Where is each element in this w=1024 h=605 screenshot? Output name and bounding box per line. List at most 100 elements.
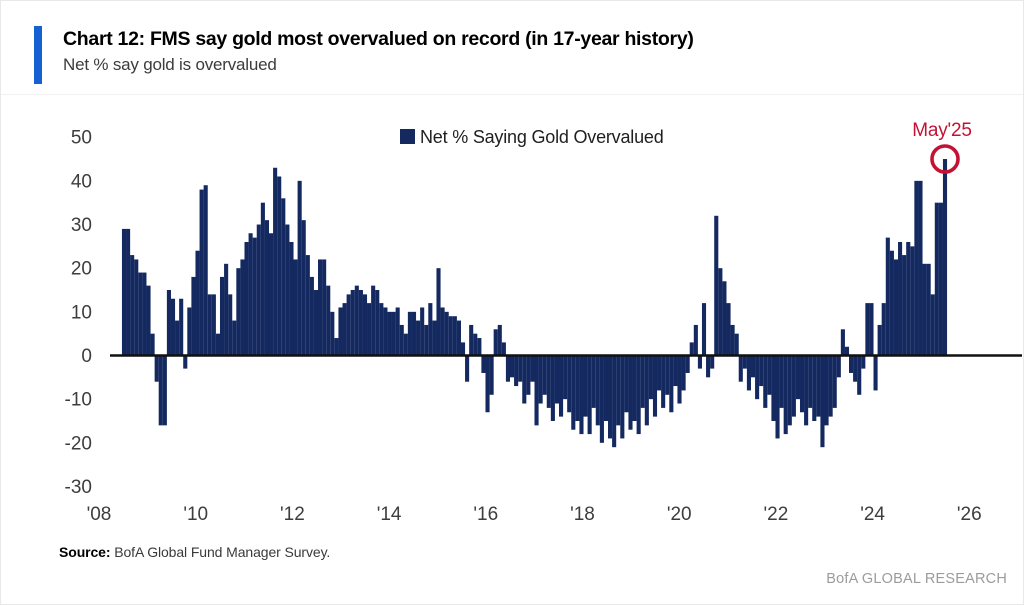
bar bbox=[330, 311, 335, 356]
bar bbox=[313, 290, 319, 356]
bar bbox=[926, 263, 931, 356]
bar bbox=[228, 294, 233, 356]
bar bbox=[514, 355, 519, 387]
bar bbox=[142, 272, 147, 356]
bar bbox=[783, 355, 788, 435]
bar bbox=[236, 268, 241, 356]
bar bbox=[162, 355, 167, 426]
bar bbox=[714, 215, 719, 356]
bar bbox=[567, 355, 572, 413]
bar bbox=[812, 355, 817, 421]
bar bbox=[624, 355, 629, 413]
x-tick-label: '14 bbox=[377, 504, 402, 525]
bar bbox=[795, 355, 801, 400]
bar bbox=[804, 355, 809, 426]
bar bbox=[836, 355, 841, 378]
y-tick-label: -30 bbox=[65, 477, 92, 498]
y-tick-label: -20 bbox=[65, 433, 92, 454]
bar bbox=[583, 355, 588, 417]
bar bbox=[844, 346, 850, 356]
bar bbox=[154, 355, 159, 382]
bar bbox=[587, 355, 592, 435]
bar bbox=[575, 355, 580, 421]
bar bbox=[146, 285, 151, 356]
bar bbox=[522, 355, 527, 404]
bar bbox=[608, 355, 613, 439]
bar bbox=[563, 355, 568, 400]
bar bbox=[207, 294, 212, 356]
bar bbox=[665, 355, 670, 395]
bar bbox=[224, 263, 229, 356]
bar bbox=[526, 355, 531, 395]
bar bbox=[534, 355, 539, 426]
bar bbox=[346, 294, 351, 356]
bar-chart: Net % Saying Gold Overvalued 50 40 30 20 10 0… bbox=[65, 120, 1022, 525]
bar bbox=[571, 355, 576, 430]
bar bbox=[285, 224, 290, 356]
bar bbox=[885, 237, 890, 356]
bar bbox=[477, 338, 482, 356]
bar bbox=[697, 355, 702, 369]
bar bbox=[428, 303, 433, 356]
bar bbox=[130, 255, 135, 356]
highlight-annotation: May'25 bbox=[912, 120, 972, 174]
bar bbox=[501, 342, 506, 356]
bar bbox=[166, 290, 171, 356]
bar bbox=[460, 342, 466, 356]
bar bbox=[722, 281, 727, 356]
bar bbox=[922, 263, 927, 356]
bar bbox=[661, 355, 666, 408]
bar bbox=[881, 303, 886, 356]
bar bbox=[861, 355, 866, 369]
bar bbox=[509, 355, 515, 378]
bar bbox=[706, 355, 711, 378]
bar bbox=[411, 311, 417, 356]
bar bbox=[211, 294, 216, 356]
bar bbox=[902, 255, 907, 356]
bar bbox=[289, 241, 294, 356]
y-tick-label: 20 bbox=[71, 259, 92, 280]
bar bbox=[175, 320, 180, 356]
x-tick-label: '18 bbox=[570, 504, 595, 525]
bar bbox=[391, 311, 396, 356]
bar bbox=[669, 355, 674, 413]
bar bbox=[767, 355, 772, 395]
bar bbox=[403, 333, 408, 356]
bar bbox=[305, 255, 310, 356]
bar bbox=[849, 355, 854, 373]
bar bbox=[893, 259, 899, 356]
header-divider bbox=[1, 94, 1023, 95]
bar bbox=[673, 355, 678, 387]
bar bbox=[318, 259, 323, 356]
bar bbox=[518, 355, 523, 382]
bar bbox=[244, 241, 249, 356]
bar bbox=[914, 180, 919, 356]
page-title: Chart 12: FMS say gold most overvalued o… bbox=[63, 28, 694, 50]
bar bbox=[375, 290, 380, 356]
bar bbox=[383, 307, 388, 356]
bar bbox=[579, 355, 584, 435]
bar bbox=[473, 333, 478, 356]
bar bbox=[367, 303, 372, 356]
bar bbox=[158, 355, 163, 426]
bar bbox=[718, 268, 723, 356]
bar bbox=[362, 294, 368, 356]
bar bbox=[293, 259, 298, 356]
bar bbox=[424, 324, 429, 356]
page-subtitle: Net % say gold is overvalued bbox=[63, 55, 277, 74]
bar bbox=[379, 303, 384, 356]
bar bbox=[240, 259, 245, 356]
source-note: Source: BofA Global Fund Manager Survey. bbox=[59, 544, 330, 560]
bar bbox=[416, 320, 421, 356]
bar bbox=[538, 355, 543, 404]
bar bbox=[322, 259, 327, 356]
bar bbox=[334, 338, 339, 356]
branding-text: BofA GLOBAL RESEARCH bbox=[826, 571, 1007, 587]
bar bbox=[910, 246, 915, 356]
bar bbox=[273, 167, 278, 356]
bar bbox=[779, 355, 784, 408]
bar bbox=[898, 241, 903, 356]
bar bbox=[734, 333, 739, 356]
bar bbox=[268, 233, 274, 356]
